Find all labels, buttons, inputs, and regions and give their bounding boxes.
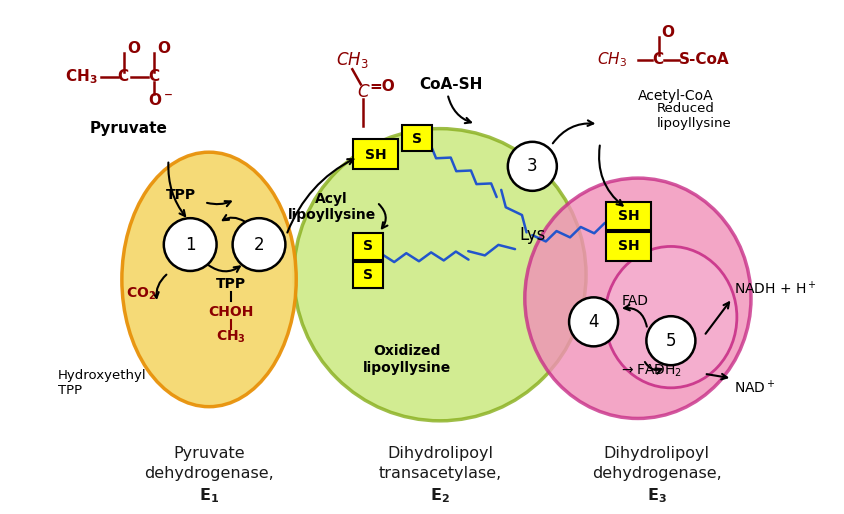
- Text: O: O: [127, 41, 140, 56]
- Text: S: S: [412, 132, 422, 146]
- Text: Pyruvate
dehydrogenase,
$\mathbf{E_1}$: Pyruvate dehydrogenase, $\mathbf{E_1}$: [144, 446, 273, 505]
- Text: SH: SH: [617, 240, 639, 253]
- Ellipse shape: [524, 178, 750, 418]
- Text: $\mathit{C}$: $\mathit{C}$: [357, 83, 371, 101]
- FancyBboxPatch shape: [605, 232, 651, 261]
- Text: O: O: [157, 41, 170, 56]
- Text: SH: SH: [617, 209, 639, 223]
- Text: TPP: TPP: [215, 277, 246, 291]
- Text: 5: 5: [665, 332, 675, 350]
- Text: $\mathregular{O^-}$: $\mathregular{O^-}$: [148, 93, 172, 108]
- Text: O: O: [661, 25, 674, 40]
- Text: S: S: [363, 268, 373, 282]
- Text: 3: 3: [527, 157, 537, 175]
- Circle shape: [164, 218, 216, 271]
- Text: Acyl
lipoyllysine: Acyl lipoyllysine: [287, 192, 376, 222]
- FancyBboxPatch shape: [353, 233, 383, 260]
- FancyBboxPatch shape: [605, 202, 651, 230]
- Text: 2: 2: [253, 235, 264, 253]
- Text: $\mathregular{CH_3}$: $\mathregular{CH_3}$: [65, 67, 97, 86]
- Text: Pyruvate: Pyruvate: [89, 121, 167, 136]
- Text: Hydroxyethyl
TPP: Hydroxyethyl TPP: [58, 369, 147, 397]
- Text: C: C: [117, 69, 128, 84]
- Text: Oxidized
lipoyllysine: Oxidized lipoyllysine: [362, 344, 451, 375]
- Text: FAD: FAD: [621, 294, 648, 308]
- Text: $\mathregular{CO_2}$: $\mathregular{CO_2}$: [126, 285, 156, 302]
- Text: TPP: TPP: [165, 188, 196, 201]
- FancyBboxPatch shape: [353, 262, 383, 288]
- Text: Dihydrolipoyl
transacetylase,
$\mathbf{E_2}$: Dihydrolipoyl transacetylase, $\mathbf{E…: [378, 446, 501, 505]
- FancyBboxPatch shape: [402, 125, 432, 151]
- Circle shape: [646, 316, 695, 365]
- Text: CHOH: CHOH: [208, 305, 253, 319]
- Text: $\mathit{CH_3}$: $\mathit{CH_3}$: [597, 50, 626, 69]
- FancyBboxPatch shape: [353, 139, 398, 169]
- Ellipse shape: [294, 128, 586, 421]
- Circle shape: [568, 297, 617, 346]
- Text: C: C: [652, 52, 663, 67]
- Text: S-CoA: S-CoA: [679, 52, 729, 67]
- Text: =O: =O: [369, 79, 394, 94]
- Text: Lys: Lys: [518, 226, 545, 244]
- Text: $\rightarrow$FADH$_2$: $\rightarrow$FADH$_2$: [619, 363, 681, 379]
- Circle shape: [507, 142, 556, 191]
- Ellipse shape: [122, 152, 296, 407]
- Circle shape: [232, 218, 285, 271]
- Text: S: S: [363, 240, 373, 253]
- Text: $\mathit{CH_3}$: $\mathit{CH_3}$: [336, 50, 368, 70]
- Text: 1: 1: [185, 235, 195, 253]
- Text: Reduced
lipoyllysine: Reduced lipoyllysine: [656, 102, 731, 131]
- Text: NAD$^+$: NAD$^+$: [733, 379, 775, 396]
- Text: C: C: [148, 69, 159, 84]
- Text: CoA-SH: CoA-SH: [419, 77, 483, 92]
- Ellipse shape: [604, 246, 736, 388]
- Text: NADH + H$^+$: NADH + H$^+$: [733, 280, 816, 298]
- Text: 4: 4: [587, 313, 598, 331]
- Text: Acetyl-CoA: Acetyl-CoA: [637, 88, 712, 103]
- Text: Dihydrolipoyl
dehydrogenase,
$\mathbf{E_3}$: Dihydrolipoyl dehydrogenase, $\mathbf{E_…: [591, 446, 721, 505]
- Text: SH: SH: [365, 148, 387, 162]
- Text: $\mathregular{CH_3}$: $\mathregular{CH_3}$: [215, 329, 246, 345]
